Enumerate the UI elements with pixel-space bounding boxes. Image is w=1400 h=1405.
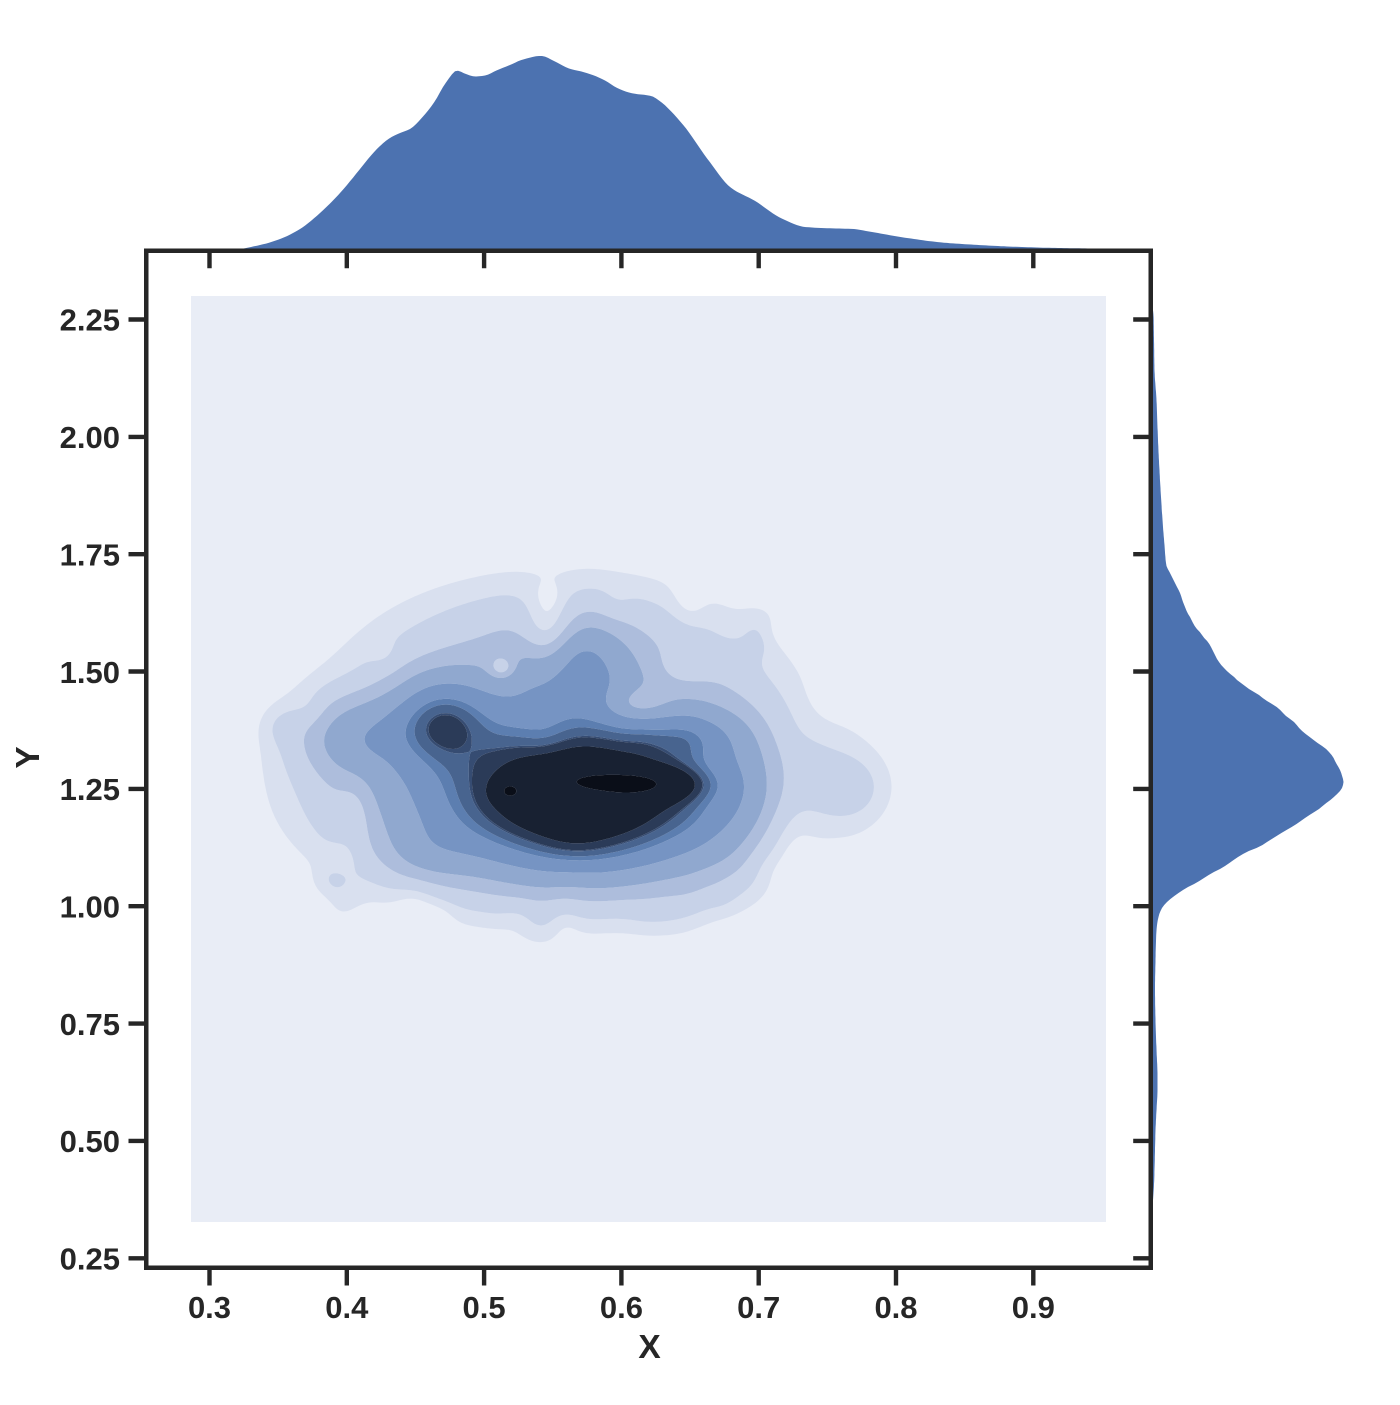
svg-text:1.00: 1.00 — [60, 890, 120, 925]
svg-text:1.50: 1.50 — [60, 655, 120, 690]
svg-text:0.50: 0.50 — [60, 1124, 120, 1159]
svg-text:0.7: 0.7 — [737, 1290, 780, 1325]
svg-text:2.25: 2.25 — [60, 303, 120, 338]
svg-text:0.25: 0.25 — [60, 1242, 120, 1277]
svg-text:0.4: 0.4 — [325, 1290, 369, 1325]
svg-text:0.6: 0.6 — [600, 1290, 643, 1325]
svg-text:0.8: 0.8 — [874, 1290, 917, 1325]
svg-text:0.5: 0.5 — [463, 1290, 506, 1325]
svg-text:0.75: 0.75 — [60, 1007, 120, 1042]
svg-text:1.25: 1.25 — [60, 772, 120, 807]
svg-text:2.00: 2.00 — [60, 420, 120, 455]
svg-text:X: X — [638, 1329, 661, 1366]
svg-text:0.3: 0.3 — [188, 1290, 231, 1325]
svg-text:Y: Y — [10, 746, 47, 768]
svg-text:0.9: 0.9 — [1012, 1290, 1055, 1325]
svg-text:1.75: 1.75 — [60, 537, 120, 572]
